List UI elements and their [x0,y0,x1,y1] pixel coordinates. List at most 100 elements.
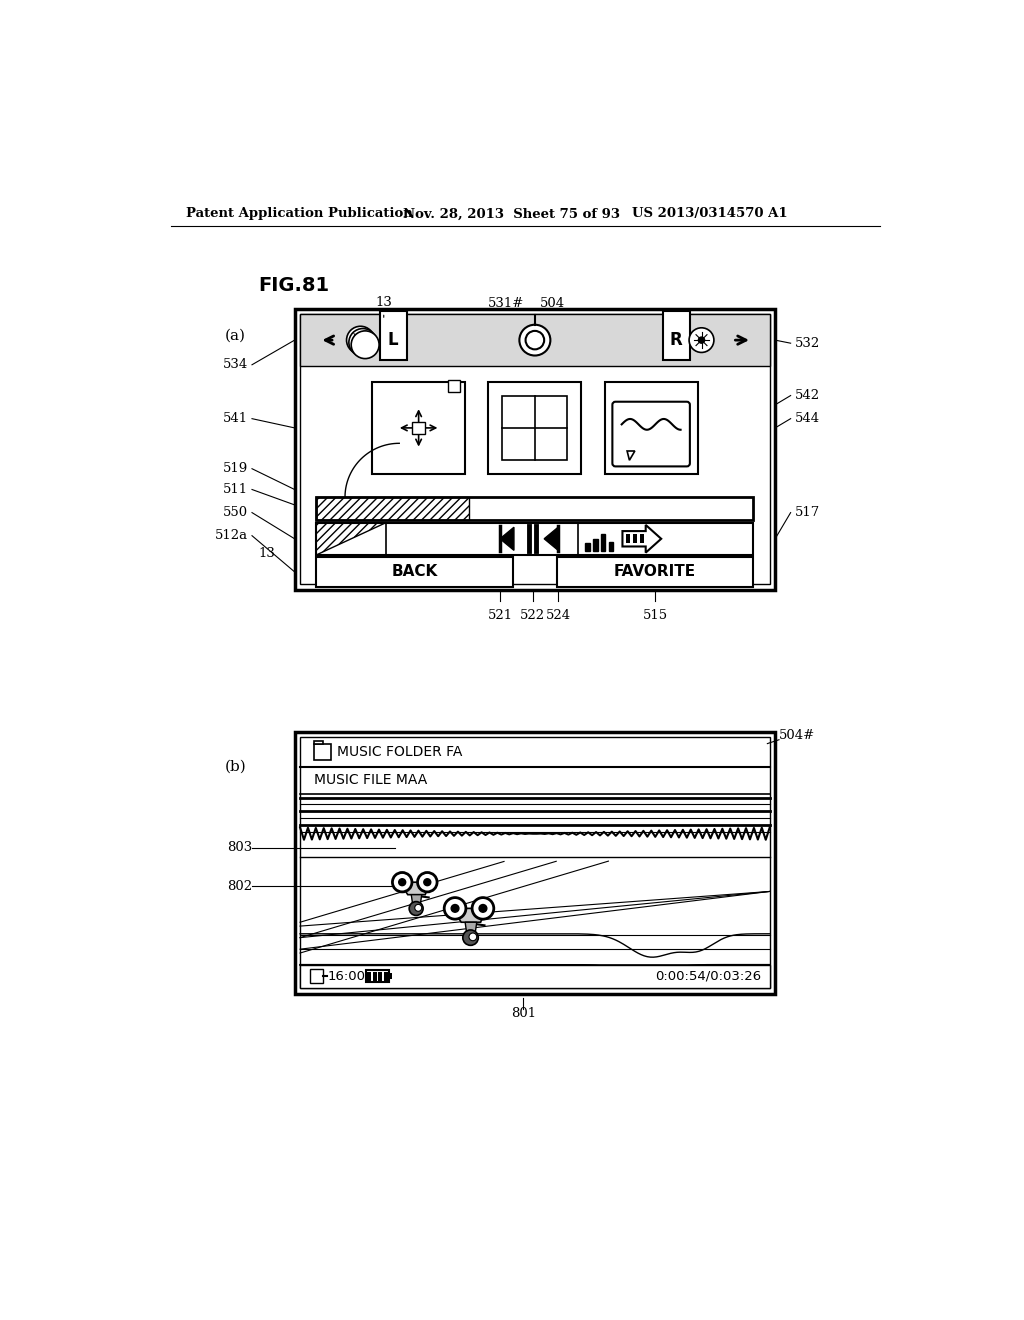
Circle shape [410,902,423,916]
Text: 522: 522 [520,609,545,622]
Polygon shape [399,882,430,895]
Polygon shape [452,908,486,923]
Text: 541: 541 [223,412,248,425]
Bar [503,396,567,461]
Bar [368,972,372,981]
Text: (b): (b) [225,760,247,774]
Text: 521: 521 [487,609,513,622]
Text: US 2013/0314570 A1: US 2013/0314570 A1 [632,207,787,220]
Bar [557,557,754,586]
Text: 802: 802 [227,879,252,892]
Text: Patent Application Publication: Patent Application Publication [186,207,413,220]
Text: 0:00:54/0:03:26: 0:00:54/0:03:26 [655,970,761,982]
Bar [314,744,331,760]
Polygon shape [465,923,477,933]
Polygon shape [623,525,662,553]
FancyBboxPatch shape [612,401,690,466]
Text: 801: 801 [511,1007,536,1019]
Bar [316,557,513,586]
Bar [604,381,697,474]
Bar [601,535,605,552]
Bar [314,741,324,744]
Polygon shape [412,895,422,904]
Text: BACK: BACK [391,565,438,579]
Text: (a): (a) [225,329,246,342]
Circle shape [351,331,379,359]
Text: 544: 544 [795,412,819,425]
Bar [380,312,407,360]
Polygon shape [627,451,635,461]
Circle shape [479,904,486,912]
Text: 542: 542 [795,389,819,403]
Bar [372,381,465,474]
Text: 511: 511 [223,483,248,496]
Polygon shape [500,527,514,550]
Circle shape [689,327,714,352]
Text: 803: 803 [226,841,252,854]
Text: R: R [670,331,682,348]
Text: 531#: 531# [488,297,524,310]
Bar [295,733,775,994]
Text: 13: 13 [258,546,275,560]
Bar [593,539,598,552]
Bar [295,309,775,590]
Text: 515: 515 [642,609,668,622]
Bar [366,970,389,982]
Text: 16:00: 16:00 [328,970,366,982]
Text: 550: 550 [223,506,248,519]
Text: Nov. 28, 2013  Sheet 75 of 93: Nov. 28, 2013 Sheet 75 of 93 [403,207,621,220]
Text: FIG.81: FIG.81 [258,276,330,294]
Circle shape [392,873,412,892]
Text: 534: 534 [223,358,248,371]
Text: MUSIC FILE MAA: MUSIC FILE MAA [314,772,427,787]
Circle shape [358,338,362,342]
Circle shape [463,929,478,945]
Circle shape [398,879,406,886]
Bar [316,498,469,520]
Bar [316,498,469,520]
Bar [488,381,582,474]
Bar [449,380,461,392]
Text: 517: 517 [795,506,820,519]
Bar [300,314,770,367]
Bar [300,738,770,989]
Bar [626,535,630,544]
Text: 504#: 504# [779,730,815,742]
Text: 532: 532 [795,337,820,350]
Bar [300,314,770,585]
Text: L: L [388,331,398,348]
Bar [316,523,754,554]
Bar [663,312,690,360]
Circle shape [418,873,437,892]
Bar [389,973,392,979]
Circle shape [452,904,459,912]
Circle shape [346,326,375,354]
Circle shape [444,898,466,919]
Circle shape [415,904,422,911]
Text: 519: 519 [223,462,248,475]
Text: 504: 504 [540,297,565,310]
Circle shape [698,337,705,343]
Bar [413,422,425,434]
Bar [300,965,770,989]
Bar [384,972,388,981]
Bar [586,544,590,552]
Bar [316,498,754,520]
Circle shape [525,331,544,350]
Bar [608,543,613,552]
Bar [450,381,458,391]
Circle shape [519,325,550,355]
Text: FAVORITE: FAVORITE [614,565,696,579]
Polygon shape [544,527,558,550]
Bar [310,969,323,983]
Text: 512a: 512a [215,529,248,543]
Circle shape [424,879,431,886]
Bar [640,535,644,544]
Bar [378,972,382,981]
Text: 524: 524 [546,609,570,622]
Circle shape [469,933,477,941]
Text: MUSIC FOLDER FA: MUSIC FOLDER FA [337,744,463,759]
Text: 13: 13 [376,296,392,309]
Bar [373,972,377,981]
Bar [633,535,637,544]
